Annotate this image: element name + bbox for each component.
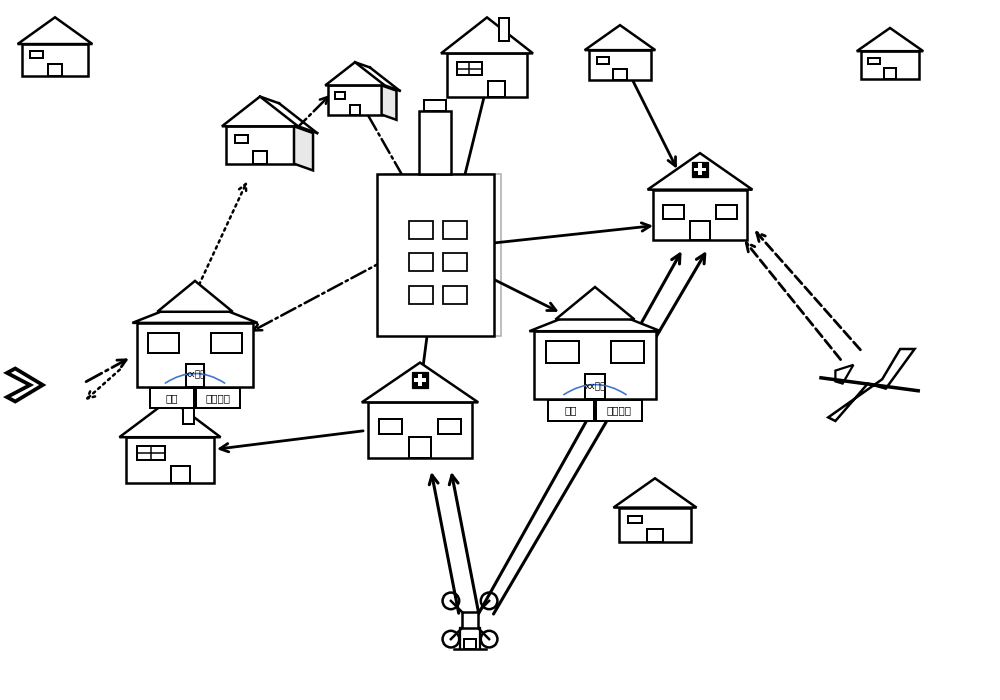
Bar [488, 81, 505, 97]
Bar [716, 205, 737, 219]
Bar [692, 162, 708, 177]
Bar [350, 105, 360, 115]
Polygon shape [619, 508, 691, 542]
Polygon shape [119, 399, 221, 438]
Bar [698, 164, 702, 175]
Bar [409, 253, 433, 271]
Polygon shape [22, 44, 88, 76]
Bar [409, 286, 433, 304]
Polygon shape [226, 126, 294, 164]
Bar [409, 437, 431, 458]
Text: 学习: 学习 [564, 405, 577, 416]
Bar [546, 342, 579, 363]
Bar [137, 447, 165, 460]
Bar [462, 612, 478, 628]
Polygon shape [328, 85, 382, 115]
Bar [253, 151, 267, 164]
Polygon shape [18, 18, 92, 44]
Text: xx小学: xx小学 [584, 382, 606, 391]
Bar [585, 374, 605, 399]
Bar [150, 389, 194, 408]
Bar [868, 57, 880, 64]
Bar [653, 190, 747, 240]
Bar [368, 402, 472, 458]
Polygon shape [325, 62, 385, 85]
Polygon shape [648, 153, 752, 190]
Polygon shape [861, 51, 919, 79]
Polygon shape [132, 298, 258, 323]
Bar [647, 529, 663, 542]
Polygon shape [555, 287, 635, 319]
Bar [690, 221, 710, 240]
Bar [694, 167, 706, 171]
Bar [443, 286, 467, 304]
Bar [412, 372, 428, 389]
Polygon shape [7, 368, 43, 402]
Bar [548, 400, 594, 421]
Polygon shape [857, 28, 923, 51]
Bar [171, 466, 190, 483]
Bar [414, 378, 426, 382]
Bar [48, 64, 62, 76]
Polygon shape [613, 478, 697, 508]
Polygon shape [529, 305, 661, 331]
Polygon shape [828, 349, 915, 421]
Polygon shape [294, 126, 313, 170]
Polygon shape [157, 281, 233, 312]
Polygon shape [222, 97, 298, 126]
Bar [457, 62, 482, 75]
Bar [418, 374, 422, 386]
Bar [335, 92, 345, 99]
Bar [534, 331, 656, 399]
Polygon shape [126, 438, 214, 483]
Polygon shape [376, 174, 494, 336]
Bar [884, 69, 896, 79]
Bar [499, 18, 509, 41]
Bar [148, 332, 179, 353]
Bar [443, 253, 467, 271]
Bar [186, 364, 204, 387]
Text: 天天向上: 天天向上 [607, 405, 632, 416]
Bar [438, 419, 461, 435]
Polygon shape [447, 53, 527, 97]
Polygon shape [382, 85, 396, 120]
Bar [628, 516, 642, 524]
Polygon shape [589, 50, 651, 80]
Bar [464, 639, 476, 649]
Polygon shape [441, 18, 533, 53]
Bar [30, 51, 43, 58]
Bar [137, 323, 253, 387]
Polygon shape [835, 365, 853, 384]
Bar [597, 57, 609, 64]
Bar [424, 99, 446, 111]
Bar [613, 69, 627, 80]
Text: 学习: 学习 [166, 393, 178, 403]
Bar [419, 111, 451, 174]
Bar [183, 400, 194, 424]
Bar [196, 389, 240, 408]
Text: xx小学: xx小学 [184, 371, 206, 379]
Bar [211, 332, 242, 353]
Bar [409, 221, 433, 239]
Bar [443, 221, 467, 239]
Polygon shape [585, 25, 655, 50]
Text: 天天向上: 天天向上 [206, 393, 231, 403]
Bar [235, 135, 248, 143]
Bar [611, 342, 644, 363]
Bar [663, 205, 684, 219]
Bar [379, 419, 402, 435]
Polygon shape [362, 363, 478, 402]
Bar [596, 400, 642, 421]
